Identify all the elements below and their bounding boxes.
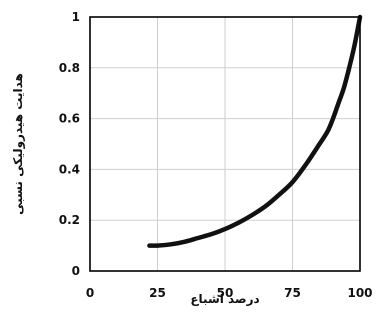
y-axis-title: هدایت هیدرولیکی نسبی bbox=[11, 73, 26, 215]
tick-layer: 0 0.2 0.4 0.6 0.8 1 0 25 50 75 100 bbox=[59, 10, 373, 300]
series-layer bbox=[147, 14, 363, 248]
x-tick-label: 50 bbox=[217, 286, 234, 300]
x-tick-label: 25 bbox=[149, 286, 166, 300]
series-line-0 bbox=[147, 14, 363, 248]
x-tick-label: 75 bbox=[284, 286, 301, 300]
x-tick-label: 0 bbox=[86, 286, 94, 300]
x-axis-title: درصد اشباع bbox=[190, 292, 259, 306]
y-tick-label: 0.8 bbox=[59, 61, 80, 75]
y-tick-label: 0.2 bbox=[59, 213, 80, 227]
y-tick-label: 0.6 bbox=[59, 112, 80, 126]
y-tick-label: 1 bbox=[72, 10, 80, 24]
plot-frame bbox=[89, 16, 361, 272]
y-tick-label: 0 bbox=[72, 264, 80, 278]
y-tick-label: 0.4 bbox=[59, 162, 80, 176]
grid-layer bbox=[90, 17, 360, 271]
x-tick-label: 100 bbox=[347, 286, 372, 300]
